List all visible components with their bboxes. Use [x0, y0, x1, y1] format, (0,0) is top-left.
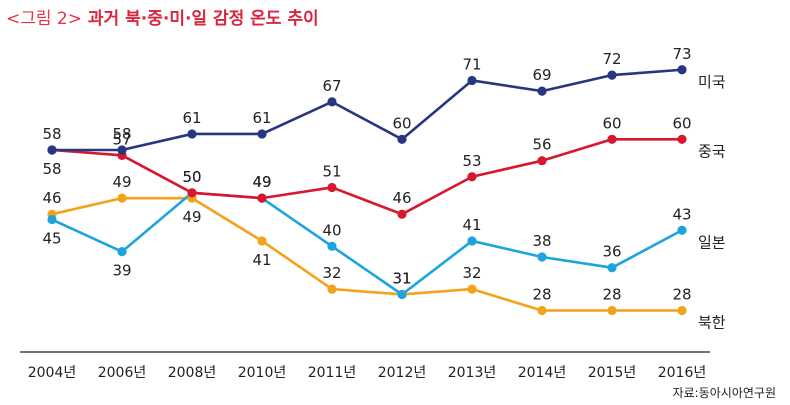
data-point — [257, 193, 267, 203]
data-label: 46 — [392, 189, 411, 207]
series-line-0 — [52, 68, 683, 152]
data-label: 41 — [252, 251, 271, 269]
data-point — [327, 182, 337, 193]
data-label: 67 — [322, 77, 341, 95]
data-point — [327, 241, 337, 251]
data-point — [257, 129, 267, 139]
data-label: 46 — [42, 189, 61, 207]
series-name-label: 미국 — [698, 73, 726, 91]
data-label: 61 — [182, 109, 201, 127]
data-point — [537, 86, 547, 96]
data-point — [607, 70, 617, 80]
data-label: 53 — [462, 152, 481, 170]
data-point — [397, 289, 407, 300]
data-point — [467, 172, 477, 182]
series-name-label: 중국 — [698, 142, 726, 160]
data-point — [187, 188, 197, 198]
data-label: 28 — [602, 286, 621, 304]
data-point — [397, 134, 407, 144]
x-tick-label: 2004년 — [28, 365, 77, 381]
data-point — [537, 252, 547, 262]
series-line-2 — [51, 191, 683, 296]
data-point — [677, 134, 687, 144]
data-point — [187, 129, 197, 139]
data-label: 58 — [42, 125, 61, 143]
data-point — [117, 145, 127, 155]
data-point — [467, 284, 477, 294]
data-label: 49 — [182, 208, 201, 226]
data-point — [607, 263, 617, 273]
x-tick-label: 2014년 — [518, 365, 567, 381]
data-label: 45 — [42, 230, 61, 248]
chart-title: <그림 2> 과거 북·중·미·일 감정 온도 추이 — [6, 4, 319, 29]
data-label: 72 — [602, 50, 621, 68]
data-point — [677, 225, 687, 235]
x-tick-label: 2012년 — [378, 365, 427, 381]
data-label: 61 — [252, 109, 271, 127]
data-label: 32 — [462, 264, 481, 282]
data-point — [47, 214, 57, 225]
data-label: 73 — [672, 45, 691, 63]
data-label: 49 — [112, 173, 131, 191]
data-point — [327, 284, 337, 294]
data-point — [677, 65, 687, 75]
series-name-label: 일본 — [698, 233, 726, 251]
data-point — [327, 97, 337, 107]
data-label: 28 — [672, 286, 691, 304]
figure-number: <그림 2> — [6, 9, 82, 29]
x-tick-label: 2006년 — [98, 365, 147, 381]
data-point — [677, 305, 687, 316]
series-name-label: 북한 — [698, 314, 726, 332]
data-label: 43 — [672, 205, 691, 223]
data-point — [47, 145, 57, 155]
data-label: 38 — [532, 232, 551, 250]
data-label: 71 — [462, 55, 481, 73]
data-label: 49 — [252, 173, 271, 191]
data-label: 36 — [602, 243, 621, 261]
data-label: 50 — [182, 168, 201, 186]
data-point — [467, 75, 477, 86]
data-label: 60 — [392, 114, 411, 132]
x-tick-label: 2016년 — [658, 365, 707, 381]
data-point — [537, 156, 547, 166]
data-point — [537, 305, 547, 316]
data-label: 49 — [252, 173, 271, 191]
data-label: 41 — [462, 216, 481, 234]
data-label: 69 — [532, 66, 551, 84]
data-label: 51 — [322, 162, 341, 180]
data-point — [397, 209, 407, 219]
x-tick-label: 2008년 — [168, 365, 217, 381]
data-point — [257, 236, 267, 246]
data-point — [607, 134, 617, 144]
chart-title-text: 과거 북·중·미·일 감정 온도 추이 — [87, 9, 319, 29]
data-label: 31 — [392, 269, 411, 287]
data-label: 60 — [602, 114, 621, 132]
data-label: 40 — [322, 221, 341, 239]
data-label: 31 — [392, 269, 411, 287]
x-tick-label: 2011년 — [308, 365, 357, 381]
data-label: 58 — [112, 125, 131, 143]
series-line-1 — [51, 138, 682, 216]
data-label: 50 — [182, 168, 201, 186]
data-label: 57 — [112, 130, 131, 148]
data-point — [117, 247, 127, 257]
data-label: 39 — [112, 262, 131, 280]
series-line-3 — [51, 196, 682, 312]
source-note: 자료:동아시아연구원 — [672, 386, 776, 400]
data-label: 56 — [532, 136, 551, 154]
data-label: 28 — [532, 286, 551, 304]
x-tick-label: 2010년 — [238, 365, 287, 381]
data-label: 58 — [42, 160, 61, 178]
data-point — [467, 236, 477, 246]
data-label: 60 — [672, 114, 691, 132]
x-tick-label: 2015년 — [588, 365, 637, 381]
x-tick-label: 2013년 — [448, 365, 497, 381]
data-point — [117, 193, 127, 203]
data-label: 32 — [322, 264, 341, 282]
data-point — [607, 305, 617, 316]
